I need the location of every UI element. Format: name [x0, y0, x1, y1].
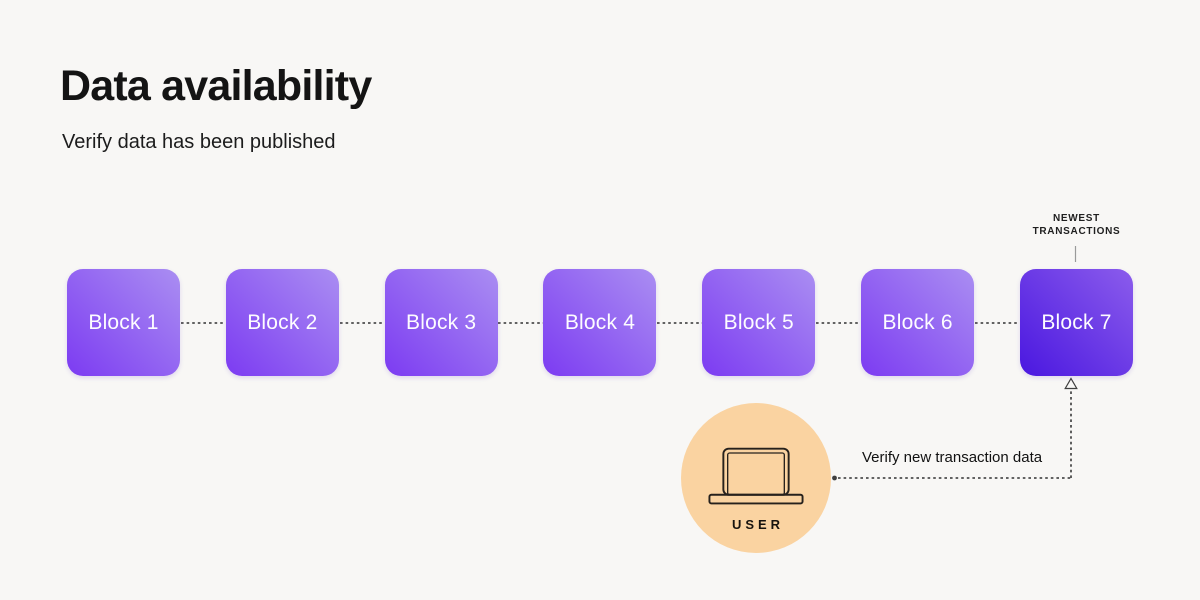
newest-transactions-line2: TRANSACTIONS	[1032, 225, 1121, 237]
page-subtitle: Verify data has been published	[62, 131, 336, 153]
block-row: Block 1 Block 2 Block 3 Block 4 Block 5 …	[67, 269, 1133, 376]
laptop-icon	[708, 447, 804, 505]
block-label: Block 5	[723, 310, 794, 334]
block-7-newest: Block 7	[1019, 269, 1133, 376]
block-5: Block 5	[702, 269, 816, 376]
newest-transactions-line1: NEWEST	[1053, 213, 1100, 224]
block-2: Block 2	[225, 269, 339, 376]
newest-transactions-label: NEWEST TRANSACTIONS	[1006, 213, 1147, 238]
verify-annotation: Verify new transaction data	[862, 449, 1043, 466]
page-title: Data availability	[60, 62, 372, 110]
user-node: USER	[681, 403, 831, 553]
block-label: Block 6	[882, 310, 953, 334]
block-label: Block 4	[564, 310, 636, 334]
block-3: Block 3	[384, 269, 498, 376]
block-label: Block 7	[1041, 310, 1112, 334]
verify-path-start-dot	[832, 475, 837, 481]
block-label: Block 3	[406, 310, 477, 334]
block-6: Block 6	[861, 269, 975, 376]
block-4: Block 4	[543, 269, 657, 376]
block-label: Block 1	[88, 310, 159, 334]
user-label: USER	[731, 517, 785, 532]
block-1: Block 1	[67, 269, 180, 376]
arrow-up-icon	[1064, 377, 1078, 390]
block-label: Block 2	[247, 310, 318, 334]
